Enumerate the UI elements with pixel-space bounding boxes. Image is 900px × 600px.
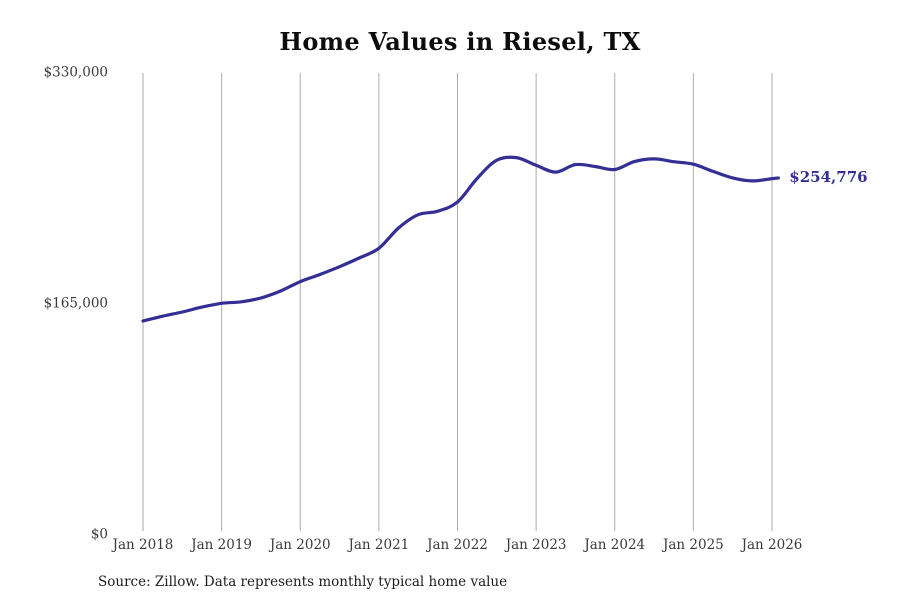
x-tick-label: Jan 2024 xyxy=(584,537,646,553)
x-tick-label: Jan 2019 xyxy=(191,537,253,553)
x-tick-label: Jan 2020 xyxy=(269,537,331,553)
x-tick-label: Jan 2025 xyxy=(662,537,724,553)
x-tick-label: Jan 2018 xyxy=(112,537,174,553)
chart-title: Home Values in Riesel, TX xyxy=(279,27,641,56)
y-tick-label: $330,000 xyxy=(43,64,108,81)
x-tick-label: Jan 2021 xyxy=(348,537,410,553)
home-value-line xyxy=(141,155,780,323)
x-tick-label: Jan 2022 xyxy=(427,537,488,553)
source-note: Source: Zillow. Data represents monthly … xyxy=(98,574,508,590)
latest-value-label: $254,776 xyxy=(789,168,868,187)
x-tick-label: Jan 2026 xyxy=(741,537,803,553)
x-tick-label: Jan 2023 xyxy=(505,537,567,553)
y-tick-label: $165,000 xyxy=(43,295,108,312)
y-tick-label: $0 xyxy=(90,526,108,543)
